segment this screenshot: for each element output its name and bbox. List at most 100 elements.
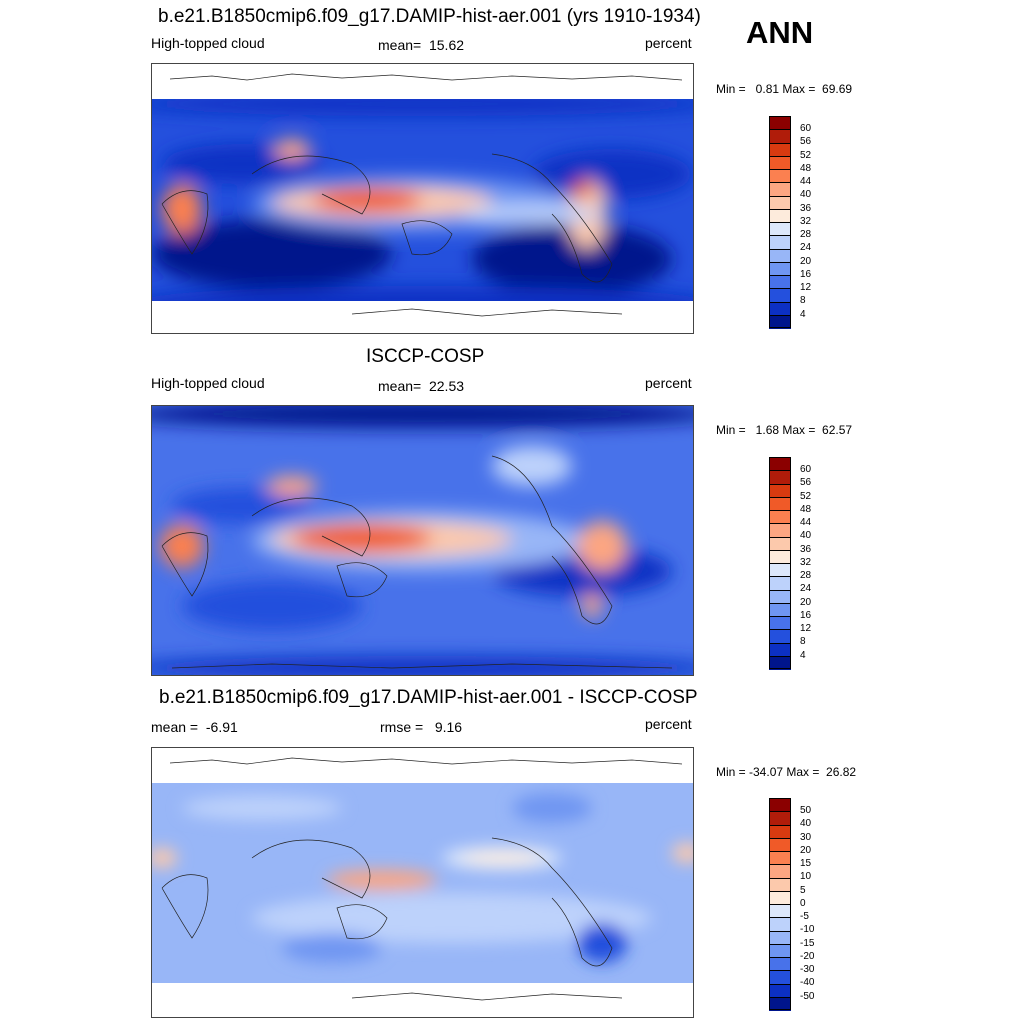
- panel-2-map: [151, 405, 694, 676]
- panel-2-colorbar: 60 56 52 48 44 40 36 32 28 24 20 16 12 8…: [769, 457, 811, 670]
- colorbar-tick-label: 48: [800, 163, 812, 174]
- colorbar-swatch: [769, 970, 791, 984]
- colorbar-swatch: [769, 563, 791, 577]
- colorbar-swatch: [769, 917, 791, 931]
- colorbar-tick-label: 4: [800, 650, 806, 661]
- colorbar-swatch: [769, 129, 791, 143]
- colorbar-tick-label: 8: [800, 295, 806, 306]
- panel-1-map: [151, 63, 694, 334]
- colorbar-swatch: [769, 142, 791, 157]
- colorbar-swatch: [769, 576, 791, 590]
- colorbar-tick-label: 56: [800, 136, 812, 147]
- colorbar-swatch: [769, 523, 791, 537]
- colorbar-swatch: [769, 261, 791, 276]
- colorbar-swatch: [769, 602, 791, 617]
- colorbar-tick-label: 16: [800, 269, 812, 280]
- panel-1-colorbar-frame: [769, 116, 791, 328]
- colorbar-tick-label: 12: [800, 623, 812, 634]
- colorbar-swatch: [769, 616, 791, 630]
- colorbar-swatch: [769, 222, 791, 236]
- colorbar-tick-label: 44: [800, 517, 812, 528]
- panel-3-colorbar-frame: [769, 798, 791, 1010]
- colorbar-tick-label: -20: [800, 951, 815, 962]
- colorbar-tick-label: -50: [800, 991, 815, 1002]
- colorbar-tick-label: 15: [800, 858, 812, 869]
- colorbar-swatch: [769, 811, 791, 825]
- colorbar-tick-label: 24: [800, 583, 812, 594]
- colorbar-swatch: [769, 655, 791, 670]
- colorbar-tick-label: -40: [800, 977, 815, 988]
- colorbar-tick-label: 8: [800, 636, 806, 647]
- colorbar-swatch: [769, 930, 791, 945]
- colorbar-tick-label: 30: [800, 832, 812, 843]
- panel-1-units-label: percent: [645, 35, 692, 51]
- panel-2-units-label: percent: [645, 375, 692, 391]
- colorbar-tick-label: 12: [800, 282, 812, 293]
- colorbar-tick-label: 4: [800, 309, 806, 320]
- colorbar-swatch: [769, 904, 791, 918]
- colorbar-swatch: [769, 314, 791, 329]
- panel-2-variable-label: High-topped cloud: [151, 375, 265, 391]
- colorbar-tick-label: 40: [800, 189, 812, 200]
- colorbar-swatch: [769, 496, 791, 511]
- panel-2-title: ISCCP-COSP: [366, 346, 485, 367]
- panel-1-mean-label: mean= 15.62: [378, 37, 465, 53]
- panel-3-colorbar: 50 40 30 20 15 10 5 0 -5 -10 -15 -20 -30…: [769, 798, 814, 1011]
- colorbar-swatch: [769, 890, 791, 905]
- colorbar-swatch: [769, 510, 791, 524]
- colorbar-swatch: [769, 983, 791, 998]
- colorbar-swatch: [769, 208, 791, 223]
- panel-1-variable-label: High-topped cloud: [151, 35, 265, 51]
- panel-3-mean-label: mean = -6.91: [151, 719, 238, 735]
- colorbar-swatch: [769, 536, 791, 551]
- panel-2-mean-label: mean= 22.53: [378, 378, 465, 394]
- panel-3-title: b.e21.B1850cmip6.f09_g17.DAMIP-hist-aer.…: [159, 687, 698, 708]
- colorbar-tick-label: 48: [800, 504, 812, 515]
- colorbar-swatch: [769, 877, 791, 892]
- colorbar-tick-label: 20: [800, 845, 812, 856]
- season-label: ANN: [746, 15, 814, 50]
- colorbar-tick-label: -15: [800, 938, 815, 949]
- colorbar-tick-label: 40: [800, 530, 812, 541]
- colorbar-tick-label: 10: [800, 871, 812, 882]
- panel-3-rmse-label: rmse = 9.16: [380, 719, 463, 735]
- colorbar-tick-label: 5: [800, 885, 806, 896]
- colorbar-swatch: [769, 996, 791, 1011]
- colorbar-swatch: [769, 549, 791, 564]
- colorbar-swatch: [769, 195, 791, 210]
- colorbar-tick-label: 20: [800, 597, 812, 608]
- colorbar-tick-label: 52: [800, 150, 812, 161]
- colorbar-tick-label: 0: [800, 898, 806, 909]
- colorbar-swatch: [769, 483, 791, 498]
- colorbar-swatch: [769, 169, 791, 183]
- panel-3-minmax-label: Min = -34.07 Max = 26.82: [716, 765, 857, 779]
- colorbar-swatch: [769, 851, 791, 865]
- colorbar-tick-label: 56: [800, 477, 812, 488]
- colorbar-swatch: [769, 798, 791, 812]
- colorbar-swatch: [769, 275, 791, 289]
- colorbar-swatch: [769, 629, 791, 643]
- colorbar-tick-label: 60: [800, 464, 812, 475]
- panel-3-units-label: percent: [645, 716, 692, 732]
- colorbar-tick-label: 36: [800, 203, 812, 214]
- colorbar-tick-label: 50: [800, 805, 812, 816]
- colorbar-tick-label: 32: [800, 557, 812, 568]
- colorbar-swatch: [769, 235, 791, 249]
- colorbar-swatch: [769, 824, 791, 839]
- colorbar-swatch: [769, 457, 791, 471]
- colorbar-swatch: [769, 642, 791, 657]
- colorbar-swatch: [769, 837, 791, 852]
- colorbar-swatch: [769, 301, 791, 316]
- colorbar-swatch: [769, 864, 791, 878]
- colorbar-swatch: [769, 116, 791, 130]
- colorbar-tick-label: -30: [800, 964, 815, 975]
- colorbar-tick-label: 40: [800, 818, 812, 829]
- colorbar-swatch: [769, 470, 791, 484]
- panel-2-minmax-label: Min = 1.68 Max = 62.57: [716, 423, 853, 437]
- colorbar-swatch: [769, 288, 791, 302]
- colorbar-swatch: [769, 943, 791, 958]
- colorbar-swatch: [769, 182, 791, 196]
- colorbar-tick-label: 28: [800, 570, 812, 581]
- colorbar-tick-label: 52: [800, 491, 812, 502]
- colorbar-swatch: [769, 155, 791, 170]
